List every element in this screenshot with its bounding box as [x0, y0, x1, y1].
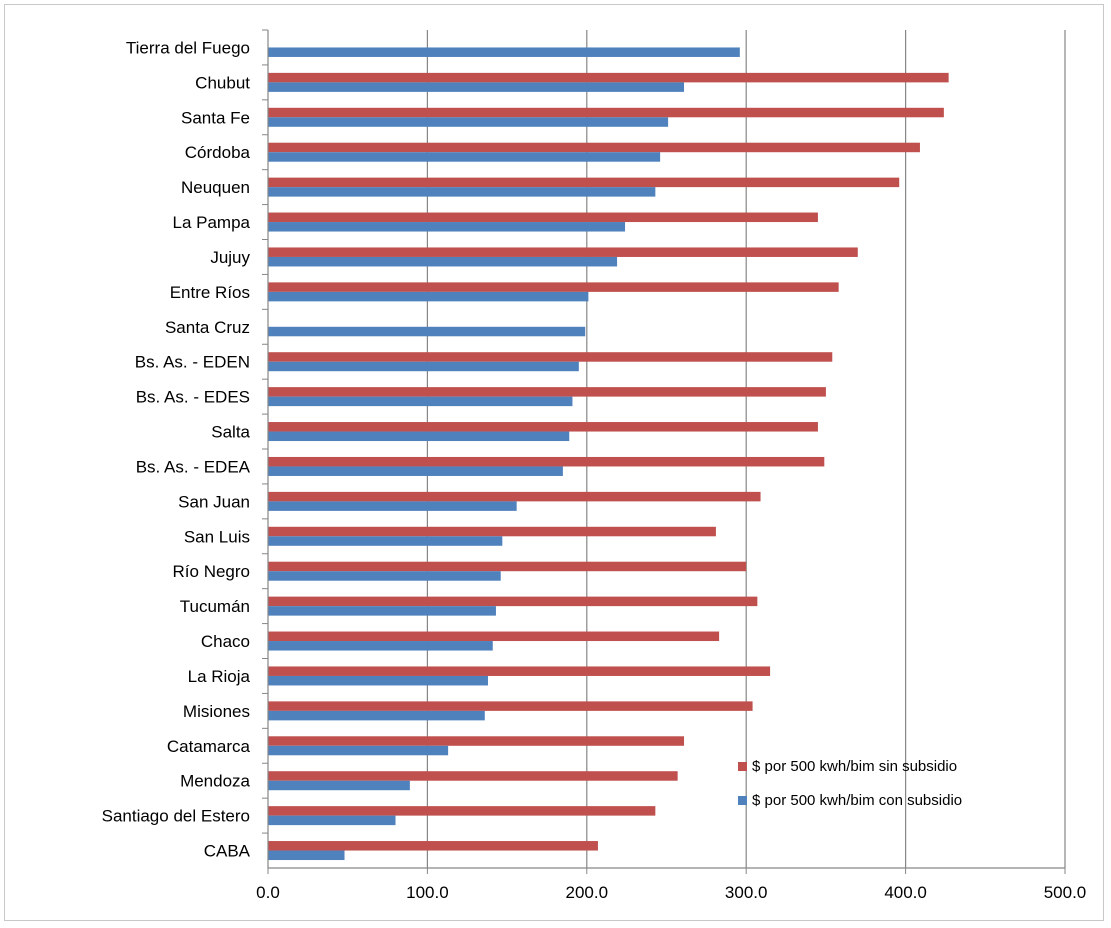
bar-con-subsidio — [268, 571, 501, 581]
bar-con-subsidio — [268, 47, 740, 57]
bar-con-subsidio — [268, 675, 488, 686]
category-label: Catamarca — [167, 737, 251, 756]
bar-sin-subsidio — [268, 841, 598, 851]
bar-sin-subsidio — [268, 387, 826, 397]
x-tick-label: 200.0 — [566, 883, 609, 902]
category-label: Córdoba — [185, 143, 251, 162]
category-label: San Juan — [178, 492, 250, 511]
bar-con-subsidio — [268, 815, 396, 826]
bar-con-subsidio — [268, 431, 570, 442]
bar-sin-subsidio — [268, 596, 758, 607]
category-label: CABA — [204, 842, 251, 861]
category-label: Santiago del Estero — [102, 807, 250, 826]
bar-con-subsidio — [268, 222, 626, 232]
bar-sin-subsidio — [268, 456, 825, 467]
x-tick-label: 0.0 — [256, 883, 280, 902]
category-label: Chaco — [201, 632, 250, 651]
category-label: Bs. As. - EDEA — [136, 457, 251, 476]
bar-con-subsidio — [268, 152, 661, 162]
bar-sin-subsidio — [268, 771, 678, 781]
bar-sin-subsidio — [268, 212, 818, 223]
tick-labels: 0.0 100.0 200.0 300.0 400.0 500.0 — [256, 883, 1086, 902]
bar-con-subsidio — [268, 82, 685, 92]
category-label: La Pampa — [173, 213, 251, 232]
category-label: Tucumán — [180, 597, 250, 616]
category-label: Neuquen — [181, 178, 250, 197]
bar-sin-subsidio — [268, 666, 771, 676]
bar-sin-subsidio — [268, 491, 761, 502]
bar-sin-subsidio — [268, 177, 900, 188]
category-label: Mendoza — [180, 772, 250, 791]
category-label: Misiones — [183, 702, 250, 721]
category-label: Entre Ríos — [170, 283, 250, 302]
bar-con-subsidio — [268, 850, 345, 861]
bar-sin-subsidio — [268, 282, 839, 292]
category-label: Santa Fe — [181, 108, 250, 127]
category-label: Salta — [211, 423, 250, 442]
bar-con-subsidio — [268, 710, 485, 721]
bar-con-subsidio — [268, 641, 493, 651]
bar-sin-subsidio — [268, 247, 858, 257]
bars — [268, 47, 949, 861]
category-label: Río Negro — [173, 562, 250, 581]
category-label: La Rioja — [188, 667, 251, 686]
bar-sin-subsidio — [268, 631, 720, 642]
bar-con-subsidio — [268, 745, 449, 756]
category-label: San Luis — [184, 527, 250, 546]
bar-sin-subsidio — [268, 806, 656, 816]
x-tick-label: 400.0 — [884, 883, 927, 902]
category-label: Santa Cruz — [165, 318, 250, 337]
bar-sin-subsidio — [268, 701, 753, 711]
bar-sin-subsidio — [268, 422, 818, 432]
category-label: Bs. As. - EDES — [136, 388, 250, 407]
bar-con-subsidio — [268, 606, 496, 616]
bar-con-subsidio — [268, 361, 579, 372]
bar-con-subsidio — [268, 466, 563, 476]
category-label: Jujuy — [210, 248, 250, 267]
legend: $ por 500 kwh/bim sin subsidio $ por 500 … — [738, 758, 962, 809]
legend-label: $ por 500 kwh/bim con subsidio — [752, 792, 962, 809]
bar-sin-subsidio — [268, 526, 716, 537]
bar-con-subsidio — [268, 326, 586, 337]
bar-sin-subsidio — [268, 736, 685, 746]
legend-swatch — [738, 762, 747, 771]
bar-sin-subsidio — [268, 72, 949, 83]
gridlines — [426, 30, 1066, 868]
bar-con-subsidio — [268, 501, 517, 511]
bar-con-subsidio — [268, 396, 573, 407]
bar-sin-subsidio — [268, 352, 833, 362]
category-label: Chubut — [195, 73, 250, 92]
bar-con-subsidio — [268, 117, 669, 127]
category-label: Bs. As. - EDEN — [135, 353, 250, 372]
x-tick-label: 100.0 — [406, 883, 449, 902]
bar-con-subsidio — [268, 187, 656, 197]
bar-con-subsidio — [268, 256, 618, 267]
bar-con-subsidio — [268, 291, 589, 302]
legend-swatch — [738, 796, 747, 805]
bar-sin-subsidio — [268, 142, 920, 153]
bar-con-subsidio — [268, 780, 410, 791]
x-tick-label: 500.0 — [1044, 883, 1087, 902]
axes — [262, 29, 1066, 874]
bar-sin-subsidio — [268, 107, 944, 118]
x-tick-label: 300.0 — [725, 883, 768, 902]
category-labels: Tierra del Fuego Chubut Santa Fe Córdoba Neu… — [102, 38, 251, 860]
category-label: Tierra del Fuego — [126, 38, 250, 57]
legend-label: $ por 500 kwh/bim sin subsidio — [752, 758, 957, 775]
bar-con-subsidio — [268, 536, 503, 546]
bar-sin-subsidio — [268, 561, 747, 572]
